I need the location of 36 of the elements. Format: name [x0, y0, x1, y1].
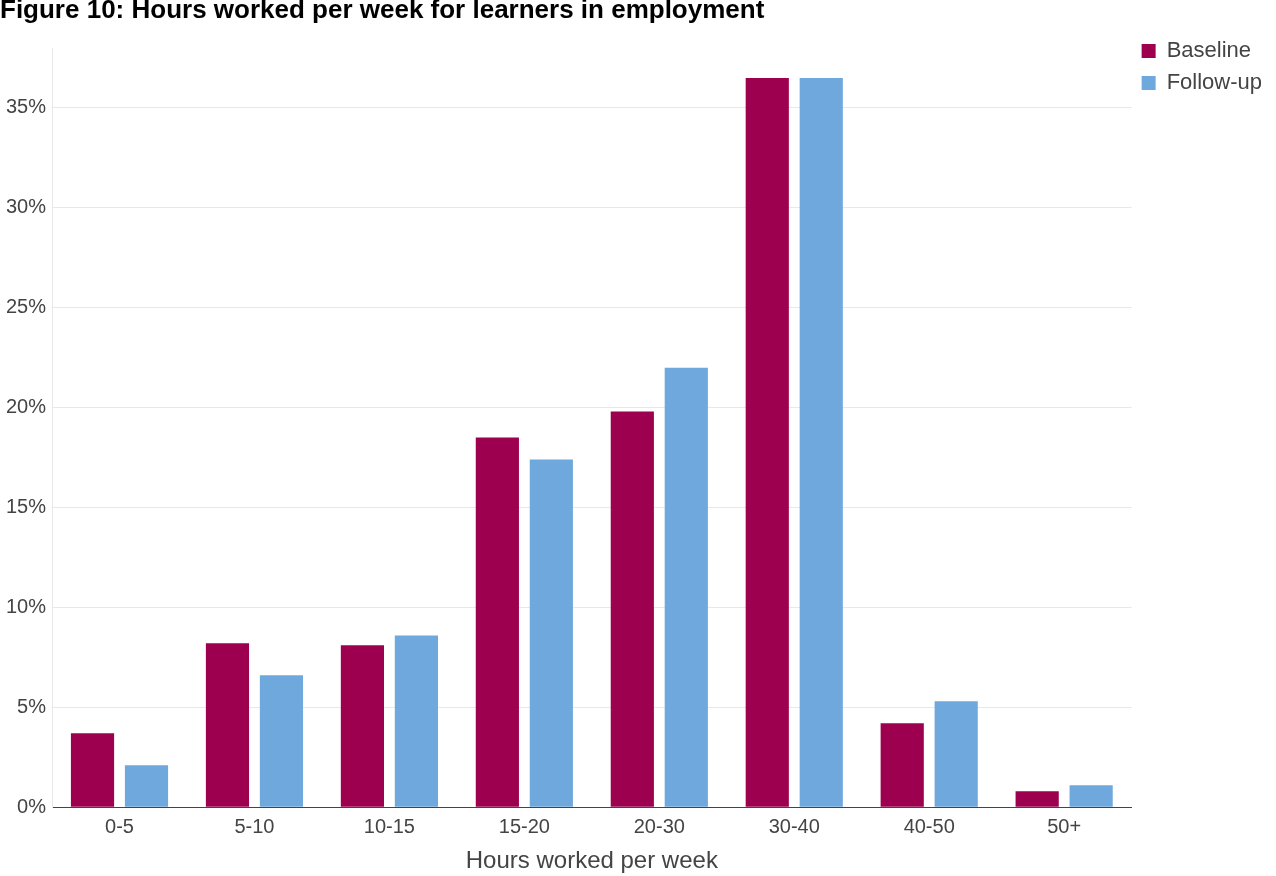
y-tick-label: 0%: [17, 794, 47, 817]
bar: [664, 367, 708, 807]
x-tick-label: 50+: [1047, 814, 1082, 837]
x-tick-label: 30-40: [768, 814, 820, 837]
bar: [340, 645, 385, 807]
bar: [610, 411, 654, 807]
bar: [799, 77, 843, 807]
bar: [934, 701, 978, 807]
y-tick-label: 25%: [6, 295, 47, 318]
bar: [880, 723, 924, 807]
x-tick-label: 5-10: [234, 814, 275, 837]
y-tick-label: 30%: [6, 195, 47, 218]
y-tick-label: 20%: [6, 395, 47, 418]
x-tick-label: 40-50: [903, 814, 955, 837]
bar: [259, 675, 304, 807]
bar: [394, 635, 438, 807]
y-tick-label: 35%: [6, 95, 47, 118]
bar: [475, 437, 519, 807]
bar: [205, 643, 250, 807]
bar: [1015, 791, 1059, 807]
bar: [529, 459, 573, 807]
legend-label: Baseline: [1166, 37, 1252, 63]
bar: [124, 765, 169, 807]
x-tick-label: 15-20: [498, 814, 550, 837]
x-tick-label: 0-5: [105, 814, 134, 837]
bar: [745, 77, 789, 807]
bar: [70, 733, 115, 807]
chart-title: Figure 10: Hours worked per week for learners in employment: [0, 0, 765, 25]
x-tick-label: 20-30: [633, 814, 685, 837]
legend-label: Follow-up: [1166, 69, 1263, 95]
y-tick-label: 10%: [6, 594, 47, 617]
x-tick-label: 10-15: [363, 814, 415, 837]
y-tick-label: 15%: [6, 495, 47, 518]
y-tick-label: 5%: [17, 694, 47, 717]
bar: [1069, 785, 1113, 807]
x-axis-title: Hours worked per week: [465, 846, 719, 874]
